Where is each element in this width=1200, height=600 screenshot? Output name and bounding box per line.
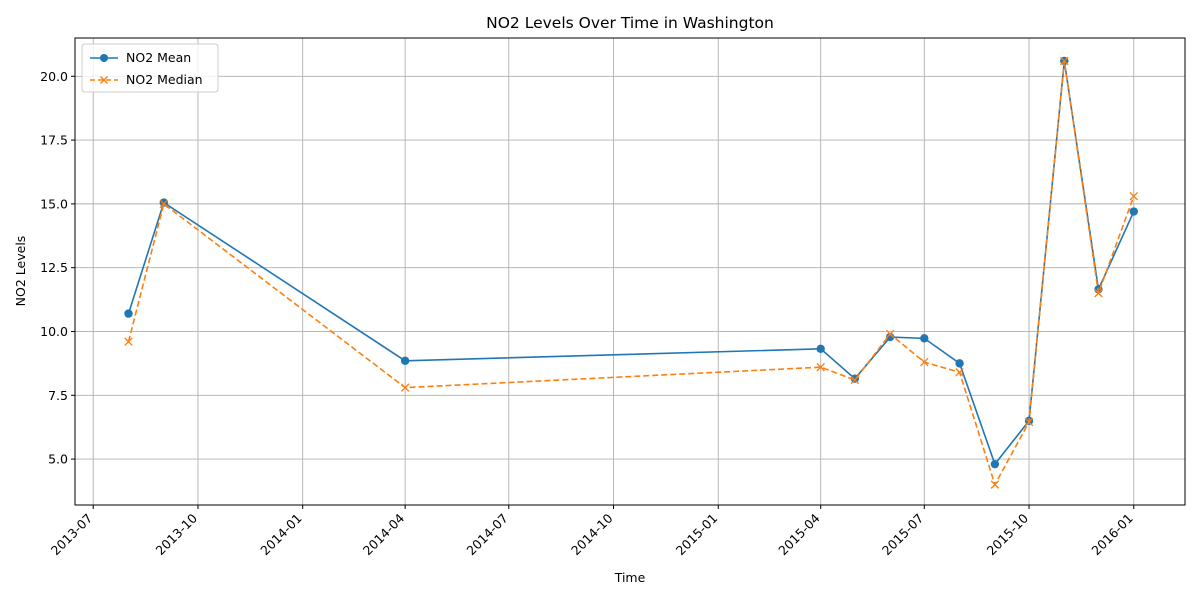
data-point	[885, 329, 895, 339]
data-point	[1094, 288, 1103, 298]
legend-median-label: NO2 Median	[126, 72, 203, 87]
data-point	[816, 344, 825, 354]
x-tick-label: 2014-10	[568, 510, 616, 558]
x-tick-label: 2015-01	[673, 511, 721, 559]
data-point	[955, 368, 964, 377]
x-tick-label: 2013-10	[153, 510, 201, 558]
legend-mean-label: NO2 Mean	[126, 50, 191, 65]
data-point	[400, 356, 410, 366]
grid	[75, 38, 1185, 505]
series-no2-mean	[124, 56, 1138, 469]
x-tick-label: 2015-07	[879, 511, 927, 559]
plot-frame	[74, 37, 1186, 506]
data-point	[955, 359, 964, 368]
data-point	[1024, 417, 1034, 427]
series-line	[127, 60, 1135, 466]
y-tick-label: 12.5	[40, 260, 68, 275]
data-point	[850, 375, 860, 385]
y-tick-label: 10.0	[40, 324, 68, 339]
data-point	[816, 362, 825, 372]
x-tick-label: 2015-04	[775, 510, 823, 558]
data-point	[920, 334, 929, 343]
legend: NO2 Mean NO2 Median	[81, 43, 219, 93]
data-point	[1060, 56, 1069, 66]
x-tick-label: 2015-10	[984, 510, 1032, 558]
x-tick-label: 2013-07	[48, 511, 96, 559]
series-line	[127, 60, 1135, 487]
y-tick-label: 17.5	[40, 133, 68, 148]
x-tick-label: 2014-04	[360, 510, 408, 558]
y-tick-label: 7.5	[48, 388, 68, 403]
series-no2-median	[124, 56, 1139, 489]
data-point	[124, 309, 133, 318]
data-point	[920, 357, 929, 367]
data-point	[400, 383, 410, 392]
y-tick-label: 5.0	[48, 452, 68, 467]
data-point	[990, 480, 1000, 489]
chart-title: NO2 Levels Over Time in Washington	[486, 14, 774, 32]
y-tick-label: 15.0	[40, 196, 68, 211]
legend-mean-marker	[100, 54, 108, 62]
y-axis-label: NO2 Levels	[13, 236, 28, 307]
x-tick-label: 2014-07	[463, 511, 511, 559]
y-tick-label: 20.0	[40, 69, 68, 84]
series-layer	[124, 56, 1139, 489]
x-axis: 2013-07 2013-10 2014-01 2014-04 2014-07 2014-…	[48, 505, 1136, 558]
x-axis-label: Time	[614, 570, 646, 585]
x-tick-label: 2016-01	[1088, 511, 1136, 559]
data-point	[1129, 207, 1138, 216]
x-tick-label: 2014-01	[257, 511, 305, 559]
data-point	[159, 199, 169, 209]
data-point	[124, 337, 133, 346]
data-point	[1129, 191, 1139, 201]
data-point	[990, 459, 1000, 469]
legend-median-marker	[100, 76, 108, 84]
y-axis: 5.0 7.5 10.0 12.5 15.0 17.5 20.0	[40, 69, 75, 467]
